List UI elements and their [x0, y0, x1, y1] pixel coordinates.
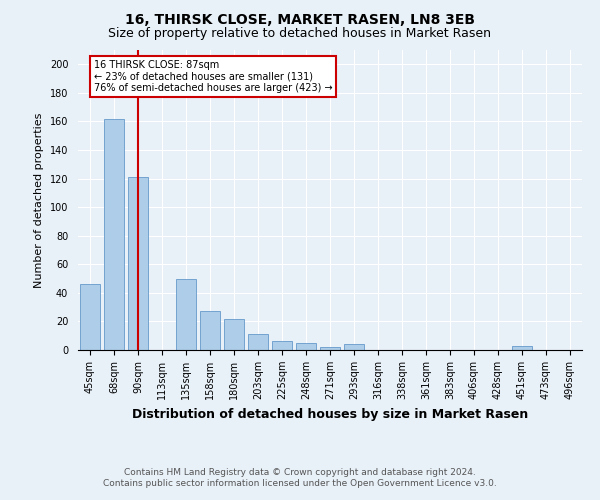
- Text: 16 THIRSK CLOSE: 87sqm
← 23% of detached houses are smaller (131)
76% of semi-de: 16 THIRSK CLOSE: 87sqm ← 23% of detached…: [94, 60, 332, 93]
- Bar: [176, 278, 196, 350]
- Bar: [104, 118, 124, 350]
- Y-axis label: Number of detached properties: Number of detached properties: [34, 112, 44, 288]
- X-axis label: Distribution of detached houses by size in Market Rasen: Distribution of detached houses by size …: [132, 408, 528, 420]
- Bar: [200, 312, 220, 350]
- Bar: [296, 343, 316, 350]
- Bar: [224, 318, 244, 350]
- Text: Size of property relative to detached houses in Market Rasen: Size of property relative to detached ho…: [109, 28, 491, 40]
- Text: 16, THIRSK CLOSE, MARKET RASEN, LN8 3EB: 16, THIRSK CLOSE, MARKET RASEN, LN8 3EB: [125, 12, 475, 26]
- Bar: [272, 342, 292, 350]
- Bar: [320, 347, 340, 350]
- Bar: [248, 334, 268, 350]
- Bar: [128, 177, 148, 350]
- Bar: [344, 344, 364, 350]
- Bar: [512, 346, 532, 350]
- Bar: [80, 284, 100, 350]
- Text: Contains HM Land Registry data © Crown copyright and database right 2024.
Contai: Contains HM Land Registry data © Crown c…: [103, 468, 497, 487]
